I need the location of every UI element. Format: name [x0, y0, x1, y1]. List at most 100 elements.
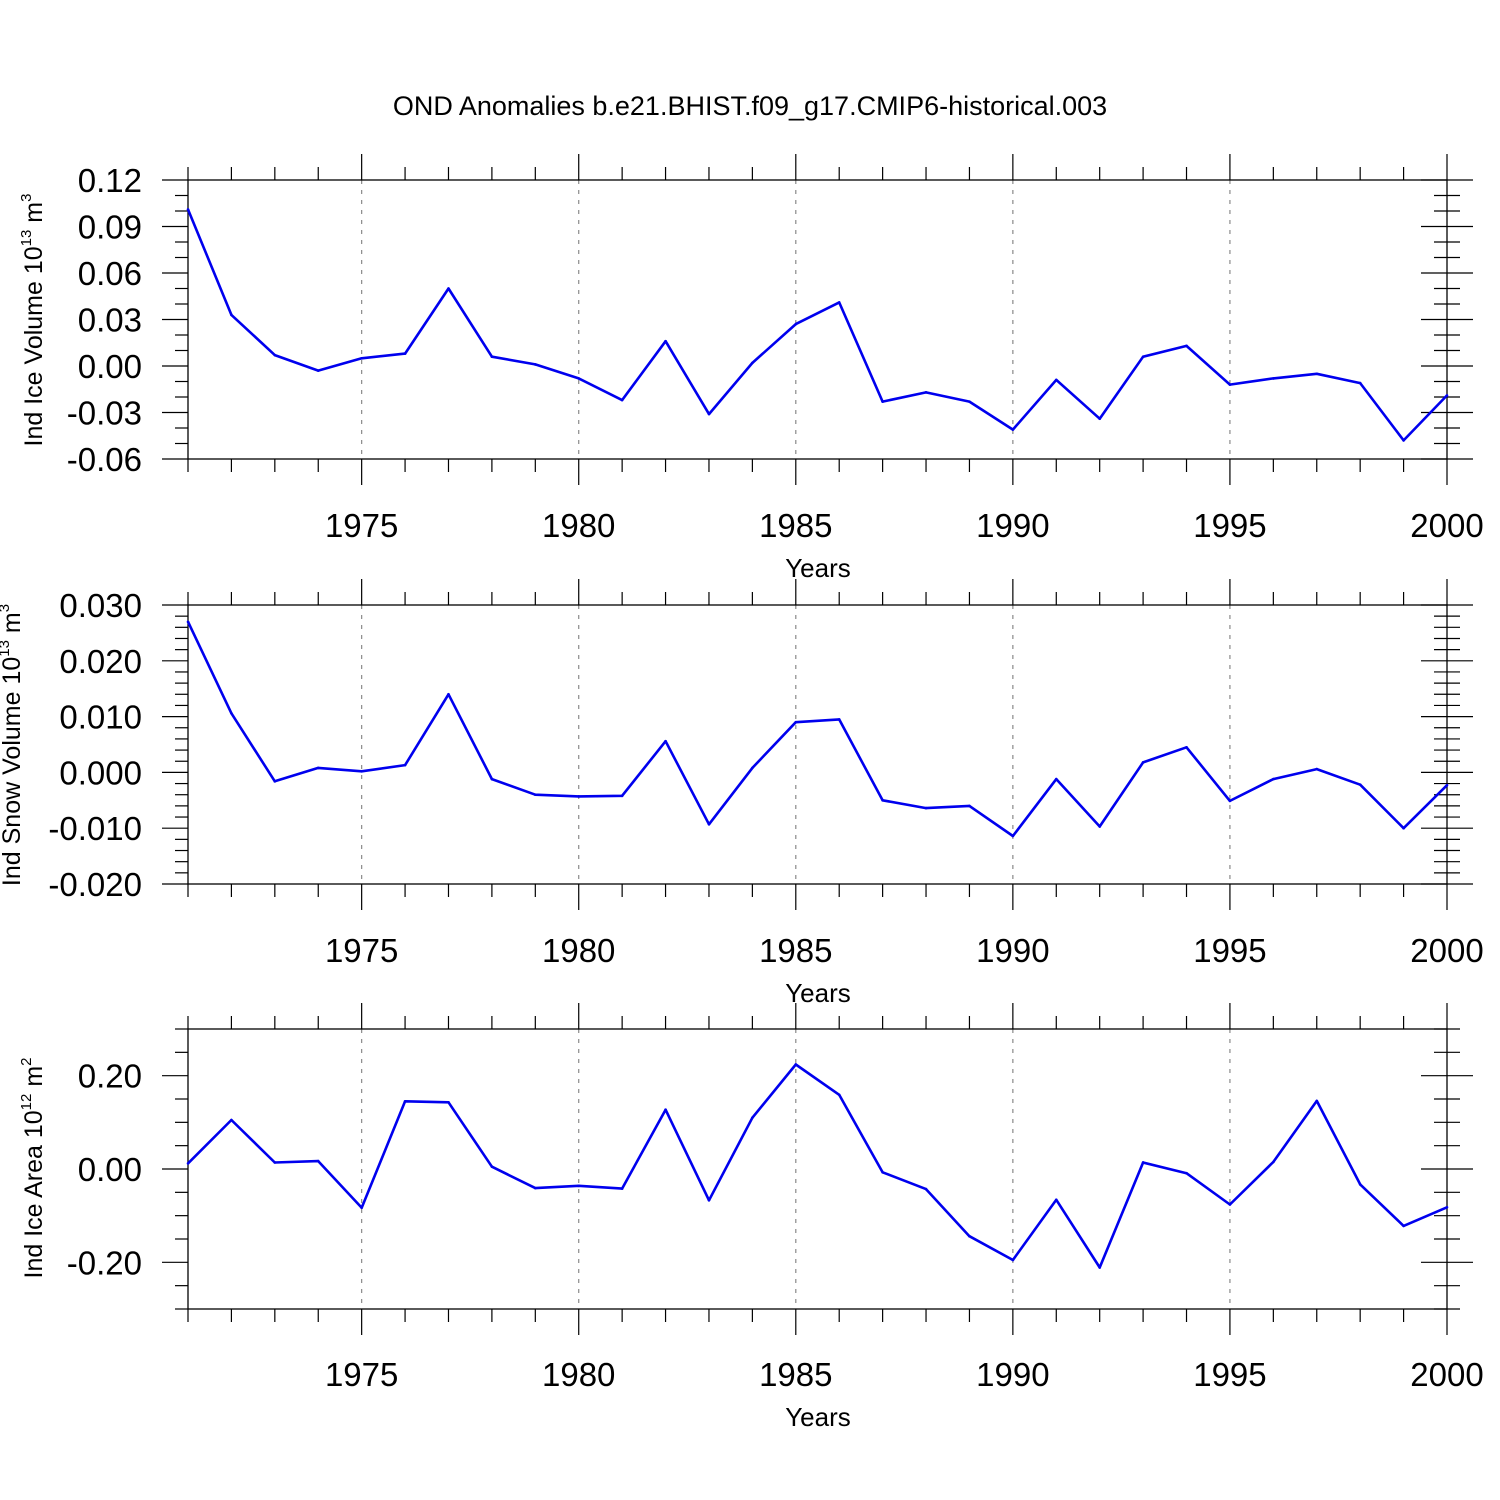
data-point-1998: [1358, 783, 1362, 786]
data-point-1983: [707, 1198, 711, 1202]
y-tick-label-0: 0.00: [78, 348, 142, 385]
y-axis-label-unit-exponent: 3: [0, 604, 13, 612]
data-point-1984: [751, 361, 754, 365]
data-point-1987: [881, 799, 884, 802]
data-point-1976: [403, 352, 407, 355]
data-point-1990: [1011, 1258, 1015, 1262]
data-point-1988: [924, 806, 928, 810]
data-point-1985: [794, 322, 798, 326]
x-tick-label-1975: 1975: [325, 507, 398, 544]
panel-ice-volume: Ind Ice Volume 1013 m3 Years 1975 1980 198…: [18, 154, 1484, 583]
x-tick-label-2000: 2000: [1410, 1356, 1483, 1393]
y-axis-label-text: Ind Ice Area 10: [20, 1110, 48, 1278]
data-point-1997: [1315, 1099, 1319, 1103]
y-axis-label-unit: m: [0, 612, 26, 640]
data-point-1975: [360, 769, 363, 773]
data-point-1977: [447, 287, 450, 290]
data-point-1983: [707, 412, 711, 416]
data-point-1987: [881, 400, 884, 403]
series-line: [187, 1063, 1448, 1269]
data-point-1994: [1185, 745, 1188, 749]
y-axis-label-exponent: 12: [18, 1094, 35, 1111]
data-point-1996: [1272, 377, 1275, 380]
x-axis-title-ice-area: Years: [785, 1402, 851, 1432]
data-point-1982: [664, 1108, 667, 1112]
data-point-1996: [1272, 1160, 1275, 1164]
data-point-1989: [968, 804, 971, 808]
y-axis-label-exponent: 13: [0, 640, 13, 657]
data-point-1989: [968, 1234, 971, 1238]
data-point-1999: [1402, 439, 1405, 442]
y-axis-label-unit: m: [20, 1066, 48, 1094]
data-point-1999: [1402, 826, 1405, 830]
y-tick-label-0p01: 0.010: [59, 699, 142, 736]
data-point-1974: [316, 1159, 320, 1163]
x-tick-label-1975: 1975: [325, 1356, 398, 1393]
data-point-2000: [1445, 783, 1449, 787]
y-tick-label-0: 0.00: [78, 1151, 142, 1188]
y-axis-label-unit-exponent: 2: [18, 1058, 35, 1066]
y-axis-label-exponent: 13: [18, 230, 35, 247]
x-axis-title-snow-volume: Years: [785, 978, 851, 1008]
data-point-1994: [1185, 1171, 1188, 1175]
x-tick-label-1980: 1980: [542, 507, 615, 544]
x-tick-label-2000: 2000: [1410, 507, 1483, 544]
data-point-1972: [230, 711, 233, 715]
chart-title: OND Anomalies b.e21.BHIST.f09_g17.CMIP6-…: [393, 91, 1107, 121]
data-point-1979: [534, 1186, 537, 1190]
data-point-1988: [924, 1187, 928, 1191]
x-tick-label-1980: 1980: [542, 932, 615, 969]
panel-snow-volume: Ind Snow Volume 1013 m3 Years 1975 1980 19…: [0, 579, 1484, 1008]
y-tick-label-0p09: 0.09: [78, 209, 142, 246]
data-point-1992: [1098, 417, 1101, 421]
data-point-1990: [1011, 428, 1015, 431]
data-point-1972: [230, 313, 233, 317]
y-tick-label-0p03: 0.03: [78, 302, 142, 339]
x-axis-title-ice-volume: Years: [785, 553, 851, 583]
plot-frame: [187, 179, 1448, 460]
data-point-1976: [403, 763, 407, 767]
data-point-1995: [1228, 1203, 1232, 1206]
data-point-1997: [1315, 372, 1319, 376]
data-point-1981: [620, 398, 624, 402]
data-point-1980: [577, 1184, 581, 1188]
y-tick-label-neg0p02: -0.020: [48, 866, 142, 903]
y-tick-label-0p03: 0.030: [59, 587, 142, 624]
x-tick-label-1990: 1990: [976, 1356, 1049, 1393]
data-point-1974: [316, 766, 320, 770]
data-point-1972: [230, 1118, 233, 1122]
data-point-1978: [490, 777, 494, 781]
x-tick-label-1990: 1990: [976, 932, 1049, 969]
data-point-1977: [447, 692, 450, 696]
y-axis-label-unit: m: [20, 202, 48, 230]
x-tick-label-2000: 2000: [1410, 932, 1483, 969]
data-point-1987: [881, 1170, 884, 1174]
y-axis-label-snow-volume: Ind Snow Volume 1013 m3: [0, 604, 26, 886]
y-tick-label-neg0p01: -0.010: [48, 810, 142, 847]
data-point-1984: [751, 1116, 754, 1119]
data-point-2000: [1445, 1205, 1449, 1209]
y-axis-label-ice-volume: Ind Ice Volume 1013 m3: [18, 194, 48, 447]
data-point-1971: [186, 620, 190, 624]
y-axis-label-ice-area: Ind Ice Area 1012 m2: [18, 1058, 48, 1279]
series-line: [186, 621, 1448, 838]
data-point-1976: [403, 1100, 407, 1103]
data-point-2000: [1445, 394, 1449, 397]
y-tick-label-0p06: 0.06: [78, 255, 142, 292]
data-point-1971: [186, 1162, 190, 1165]
data-point-1985: [794, 1063, 798, 1066]
data-point-1992: [1098, 825, 1101, 828]
plot-frame: [187, 604, 1448, 885]
x-tick-label-1985: 1985: [759, 1356, 832, 1393]
data-point-1975: [360, 1206, 363, 1210]
x-tick-label-1975: 1975: [325, 932, 398, 969]
x-tick-label-1995: 1995: [1193, 932, 1266, 969]
data-point-1979: [534, 793, 537, 797]
data-point-1979: [534, 363, 537, 366]
data-point-1997: [1315, 767, 1319, 771]
y-tick-label-0p2: 0.20: [78, 1058, 142, 1095]
data-point-1988: [924, 391, 928, 394]
series-line: [186, 208, 1448, 442]
panel-ice-area: Ind Ice Area 1012 m2 Years 1975 1980 1985 1…: [18, 1003, 1484, 1432]
